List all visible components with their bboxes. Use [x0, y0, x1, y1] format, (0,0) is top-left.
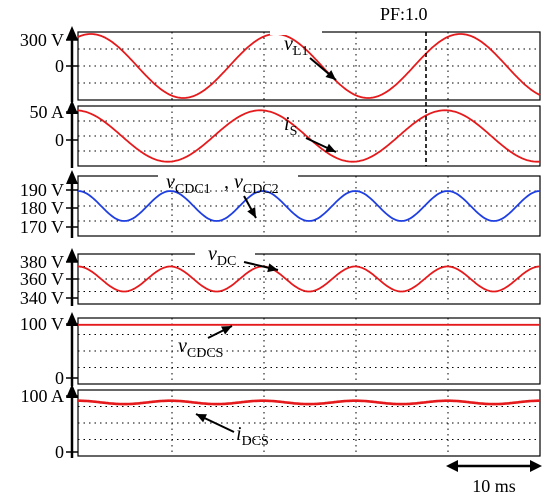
y-tick-label: 0: [55, 56, 64, 76]
y-tick-label: 340 V: [20, 288, 64, 308]
waveform-line: [78, 265, 540, 293]
y-axis-arrow: [66, 100, 78, 114]
y-tick-label: 360 V: [20, 269, 64, 289]
vcdc2-label: vCDC2: [234, 171, 279, 197]
waveform-line: [78, 399, 540, 406]
vl1-label: vL1: [284, 33, 308, 59]
is-label: iS: [284, 113, 297, 139]
vcdcs-panel: 100 V 0: [20, 312, 541, 388]
y-tick-label: 50 A: [29, 102, 64, 122]
time-scale-bar: 10 ms: [446, 460, 542, 496]
vl1-arrow: [309, 57, 337, 81]
label-mask: [195, 249, 255, 257]
y-axis-arrow: [66, 170, 78, 184]
vcdc-arrow: [243, 195, 257, 219]
idcs-arrow: [195, 413, 235, 433]
vcdcs-arrow: [207, 325, 233, 339]
is-arrow: [305, 137, 337, 153]
vcdc1-label: vCDC1: [166, 171, 211, 197]
vdc-arrow: [243, 261, 279, 273]
y-axis-arrow: [66, 312, 78, 326]
y-tick-label: 100 V: [20, 314, 64, 334]
vl1-panel: 300 V 0: [20, 26, 541, 102]
time-scale-label: 10 ms: [472, 476, 516, 496]
is-panel: 50 A 0: [29, 100, 541, 168]
y-axis-arrow: [66, 248, 78, 262]
y-tick-label: 180 V: [20, 198, 64, 218]
y-axis-arrow: [66, 26, 78, 40]
idcs-label: iDCS: [236, 423, 269, 449]
waveform-line: [77, 33, 541, 99]
y-tick-label: 170 V: [20, 217, 64, 237]
y-tick-label: 0: [55, 442, 64, 462]
label-separator: ,: [224, 171, 229, 193]
y-tick-label: 300 V: [20, 30, 64, 50]
label-mask: [158, 171, 298, 179]
pf-label: PF:1.0: [380, 4, 428, 24]
y-axis-arrow: [66, 384, 78, 398]
vdc-label: vDC: [208, 243, 236, 269]
y-tick-label: 0: [55, 368, 64, 388]
y-tick-label: 0: [55, 130, 64, 150]
y-tick-label: 100 A: [20, 386, 64, 406]
label-mask: [270, 27, 322, 35]
idcs-panel: 100 A 0: [20, 384, 541, 462]
y-tick-label: 380 V: [20, 252, 64, 272]
y-tick-label: 190 V: [20, 180, 64, 200]
waveform-line: [77, 109, 541, 163]
waveform-line: [77, 190, 541, 222]
vcdcs-label: vCDCS: [178, 335, 223, 361]
